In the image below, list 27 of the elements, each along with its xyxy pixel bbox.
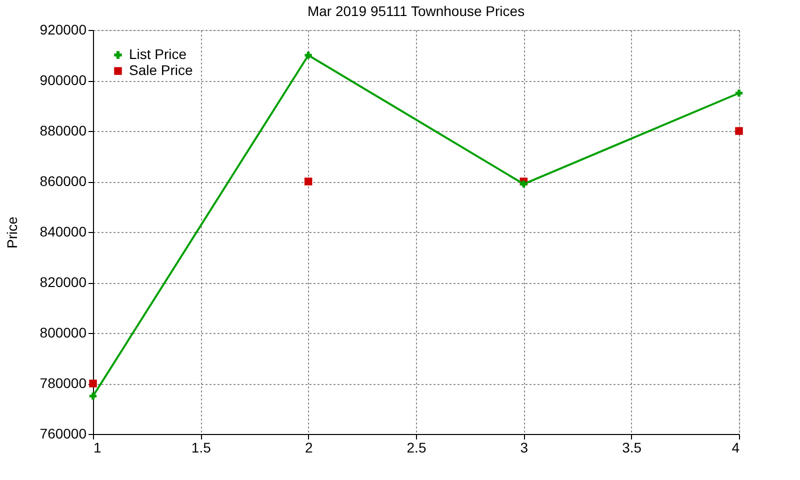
y-tick-label: 780000 xyxy=(40,375,87,391)
legend-label: Sale Price xyxy=(129,62,194,78)
y-tick-label: 800000 xyxy=(40,324,87,340)
y-tick-label: 820000 xyxy=(40,274,87,290)
legend-label: List Price xyxy=(129,46,187,62)
x-tick-label: 1.5 xyxy=(191,440,212,456)
point xyxy=(304,178,312,186)
x-tick-label: 2.5 xyxy=(406,440,426,456)
x-tick-label: 2 xyxy=(304,440,313,456)
chart-title: Mar 2019 95111 Townhouse Prices xyxy=(307,3,525,19)
x-tick-label: 1 xyxy=(94,440,102,456)
y-tick-label: 920000 xyxy=(40,22,87,38)
point xyxy=(735,127,743,135)
x-tick-label: 4 xyxy=(732,440,740,456)
point xyxy=(89,380,97,388)
point xyxy=(89,392,97,400)
x-tick-label: 3.5 xyxy=(622,440,642,456)
point xyxy=(520,180,528,188)
y-axis-title: Price xyxy=(4,216,20,248)
y-tick-label: 860000 xyxy=(40,173,87,189)
y-tick-label: 840000 xyxy=(40,224,87,240)
y-tick-label: 900000 xyxy=(40,72,87,88)
point xyxy=(304,52,312,59)
point xyxy=(735,90,743,97)
y-tick-label: 760000 xyxy=(40,426,87,442)
y-tick-label: 880000 xyxy=(40,122,87,138)
x-tick-label: 3 xyxy=(520,440,528,456)
